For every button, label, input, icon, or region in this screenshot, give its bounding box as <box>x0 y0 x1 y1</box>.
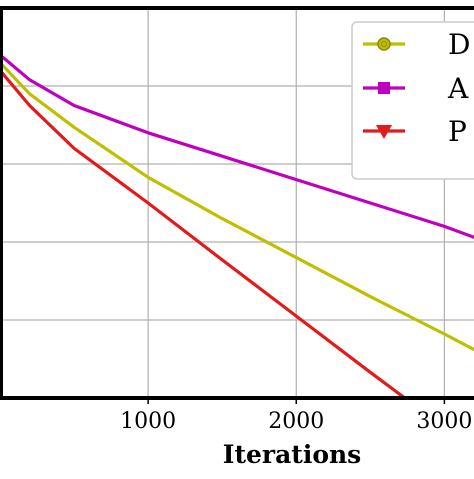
legend-marker-inner-D <box>381 41 387 47</box>
series-lines <box>0 53 474 398</box>
legend: DAP <box>351 21 474 180</box>
legend-items: DAP <box>363 28 470 148</box>
legend-marker-P <box>376 125 392 139</box>
legend-label-P: P <box>448 115 467 148</box>
series-line-A <box>0 53 474 239</box>
x-tick-label-3000: 3000 <box>416 409 472 434</box>
series-line-P <box>0 68 408 398</box>
legend-box <box>351 21 474 180</box>
plot-frame <box>0 6 474 400</box>
x-tick-label-1000: 1000 <box>120 409 176 434</box>
x-axis-title: Iterations <box>223 440 362 469</box>
series-line-D <box>0 60 474 352</box>
legend-marker-A <box>378 82 390 94</box>
legend-marker-D <box>377 37 391 51</box>
legend-label-D: D <box>448 28 470 61</box>
x-tick-label-2000: 2000 <box>268 409 324 434</box>
legend-label-A: A <box>447 72 469 105</box>
x-axis-ticks: 1000 2000 3000 <box>120 398 472 434</box>
